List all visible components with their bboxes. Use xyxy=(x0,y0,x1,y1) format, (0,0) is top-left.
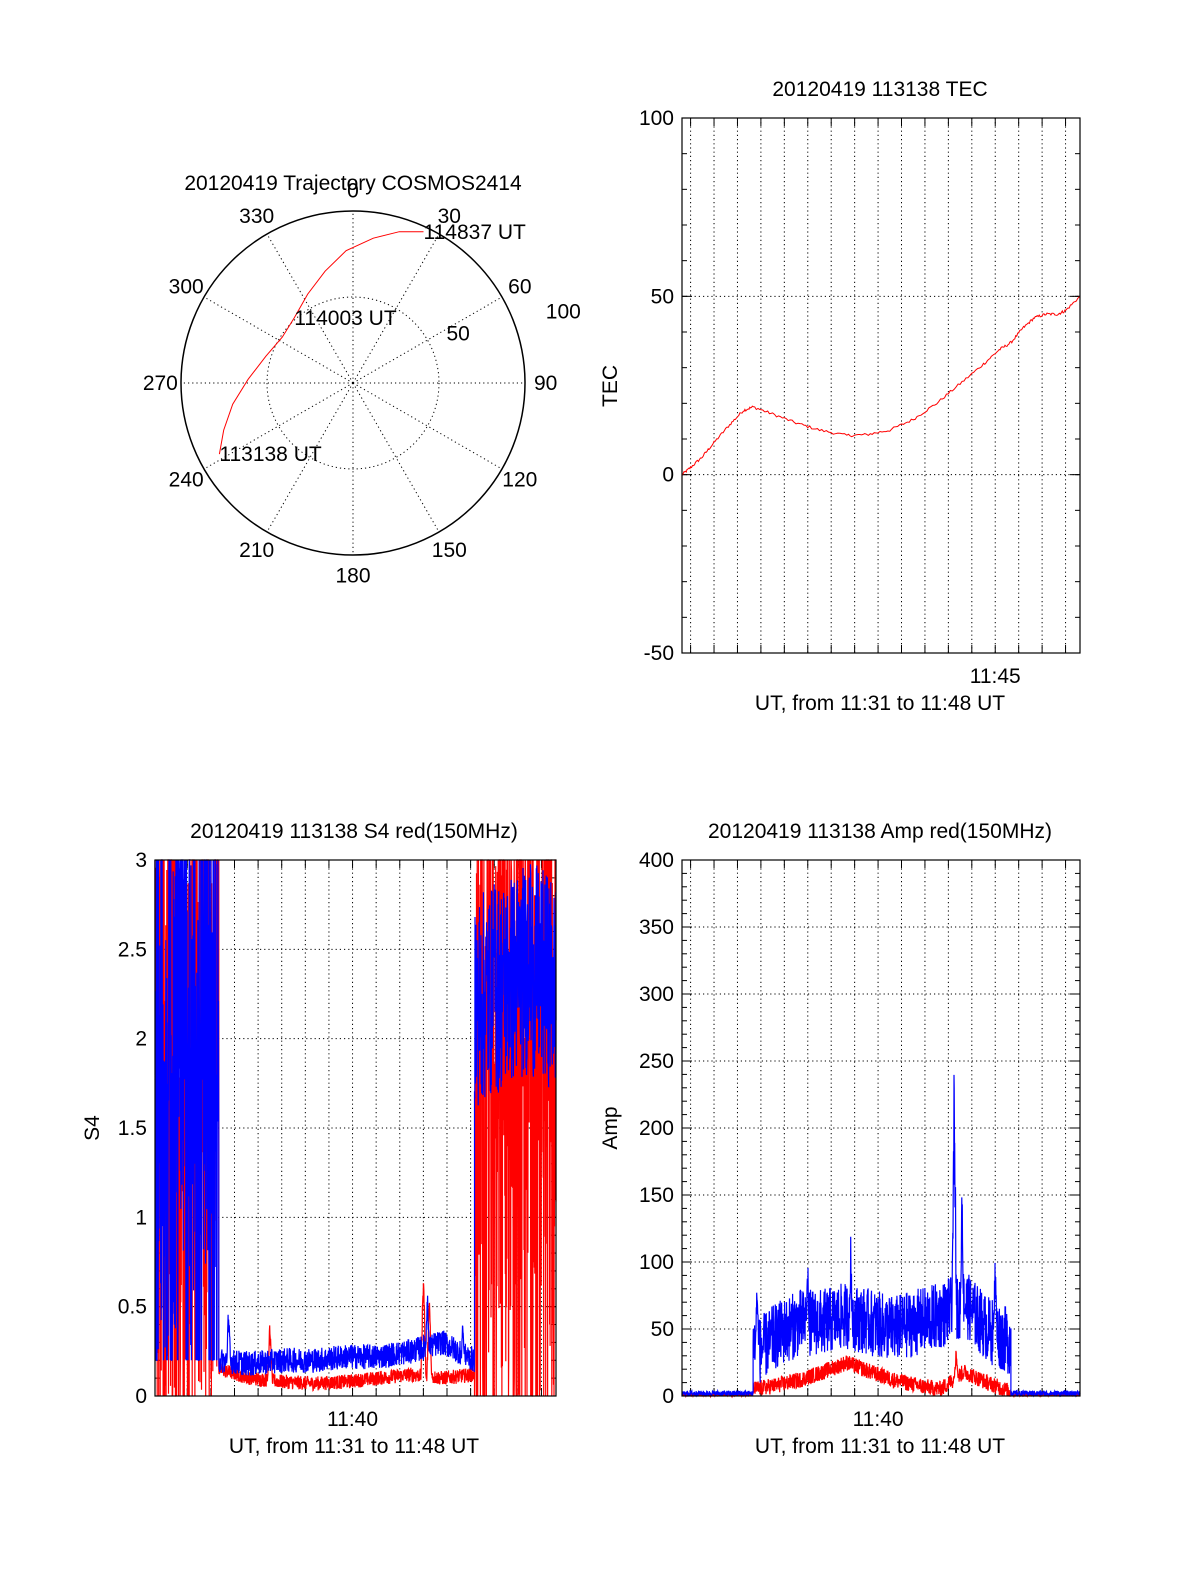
y-tick-label: 2 xyxy=(135,1028,147,1051)
polar-spoke xyxy=(352,382,440,533)
trajectory-annotations: 114837 UT 114003 UT 113138 UT xyxy=(219,221,526,466)
y-tick-label: 0 xyxy=(662,464,674,487)
s4-frame xyxy=(154,859,557,1397)
polar-angle-label: 30 xyxy=(438,205,461,228)
y-tick-label: 50 xyxy=(651,285,674,308)
polar-angle-label: 240 xyxy=(169,468,204,491)
y-tick-label: 150 xyxy=(639,1184,674,1207)
trajectory-time-annotation: 113138 UT xyxy=(219,443,322,466)
tec-chart: 20120419 113138 TEC -50 0 50 100 11:45 TEC U… xyxy=(599,78,1081,715)
amp-series-line xyxy=(681,1350,1081,1399)
polar-angle-label: 150 xyxy=(432,539,467,562)
polar-angle-label: 180 xyxy=(335,565,370,588)
polar-angle-labels: 0 30 60 90 120 150 180 210 240 270 300 330 xyxy=(143,179,557,587)
s4-series-line xyxy=(154,859,557,1397)
amp-ylabel: Amp xyxy=(599,1106,622,1149)
amp-xlabel: UT, from 11:31 to 11:48 UT xyxy=(755,1435,1005,1458)
amp-chart: 20120419 113138 Amp red(150MHz) 0 50 100 15… xyxy=(599,820,1081,1458)
x-tick-label: 11:45 xyxy=(970,665,1021,688)
amp-frame xyxy=(681,859,1081,1397)
y-tick-label: 1.5 xyxy=(118,1117,147,1140)
s4-tick-labels: 0 0.5 1 1.5 2 2.5 3 11:40 xyxy=(118,849,378,1431)
polar-spoke xyxy=(203,382,354,470)
polar-outer-circle xyxy=(180,210,526,556)
y-tick-label: 2.5 xyxy=(118,938,147,961)
tec-tick-labels: -50 0 50 100 11:45 xyxy=(639,107,1021,688)
s4-chart: 20120419 113138 S4 red(150MHz) 0 0.5 1 1.5 2… xyxy=(81,820,557,1458)
x-tick-label: 11:40 xyxy=(853,1408,904,1431)
polar-angle-label: 300 xyxy=(169,276,204,299)
s4-xlabel: UT, from 11:31 to 11:48 UT xyxy=(229,1435,479,1458)
y-tick-label: 100 xyxy=(639,1251,674,1274)
amp-title: 20120419 113138 Amp red(150MHz) xyxy=(708,820,1052,843)
y-tick-label: 400 xyxy=(639,849,674,872)
trajectory-time-annotation: 114837 UT xyxy=(424,221,527,244)
tec-title: 20120419 113138 TEC xyxy=(772,78,987,101)
s4-series-line xyxy=(154,859,557,1376)
polar-angle-label: 270 xyxy=(143,372,178,395)
tec-series xyxy=(681,295,1081,476)
amp-series xyxy=(681,1074,1081,1399)
y-tick-label: 0 xyxy=(135,1385,147,1408)
polar-radial-label: 100 xyxy=(546,300,581,323)
y-tick-label: 1 xyxy=(135,1206,147,1229)
amp-tick-labels: 0 50 100 150 200 250 300 350 400 11:40 xyxy=(639,849,904,1431)
y-tick-label: -50 xyxy=(644,642,674,665)
s4-title: 20120419 113138 S4 red(150MHz) xyxy=(190,820,518,843)
tec-series-line xyxy=(681,295,1081,476)
polar-angle-label: 210 xyxy=(239,539,274,562)
s4-series xyxy=(154,859,557,1397)
s4-ylabel: S4 xyxy=(81,1115,104,1141)
trajectory-title: 20120419 Trajectory COSMOS2414 xyxy=(184,172,522,195)
polar-angle-label: 60 xyxy=(508,276,531,299)
polar-spoke xyxy=(352,296,503,384)
polar-angle-label: 0 xyxy=(347,179,359,202)
y-tick-label: 100 xyxy=(639,107,674,130)
polar-grid xyxy=(180,210,526,556)
polar-radial-labels: 50 100 xyxy=(446,300,580,345)
polar-spoke xyxy=(203,296,354,384)
polar-spoke xyxy=(266,382,354,533)
polar-angle-label: 90 xyxy=(534,372,557,395)
x-tick-label: 11:40 xyxy=(327,1408,378,1431)
polar-spoke xyxy=(352,233,440,384)
amp-series-line xyxy=(681,1074,1081,1398)
trajectory-line xyxy=(218,231,424,455)
y-tick-label: 3 xyxy=(135,849,147,872)
polar-spoke xyxy=(352,382,503,470)
y-tick-label: 50 xyxy=(651,1318,674,1341)
polar-radial-label: 50 xyxy=(446,323,469,346)
y-tick-label: 350 xyxy=(639,916,674,939)
y-tick-label: 300 xyxy=(639,983,674,1006)
polar-angle-label: 120 xyxy=(502,468,537,491)
y-tick-label: 200 xyxy=(639,1117,674,1140)
tec-frame xyxy=(681,117,1081,654)
polar-spoke xyxy=(266,233,354,384)
y-tick-label: 0 xyxy=(662,1385,674,1408)
tec-ylabel: TEC xyxy=(599,365,622,407)
trajectory-time-annotation: 114003 UT xyxy=(294,307,397,330)
polar-inner-circle xyxy=(266,296,440,470)
polar-angle-label: 330 xyxy=(239,205,274,228)
trajectory-polar-chart: 20120419 Trajectory COSMOS2414 0 30 60 90 12… xyxy=(143,172,581,588)
y-tick-label: 250 xyxy=(639,1050,674,1073)
tec-grid xyxy=(682,117,1080,654)
tec-xlabel: UT, from 11:31 to 11:48 UT xyxy=(755,692,1005,715)
y-tick-label: 0.5 xyxy=(118,1296,147,1319)
